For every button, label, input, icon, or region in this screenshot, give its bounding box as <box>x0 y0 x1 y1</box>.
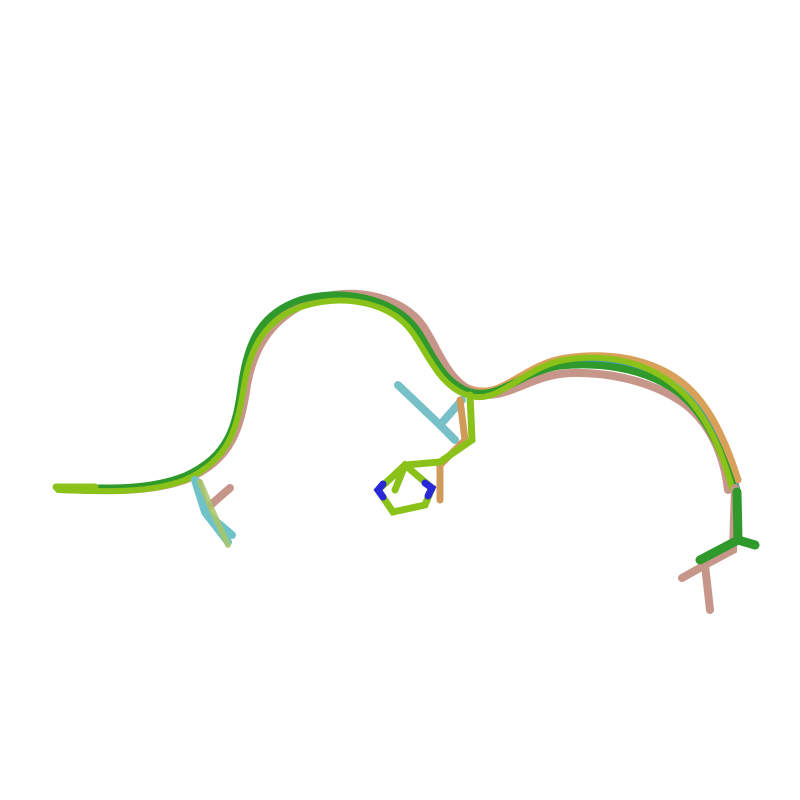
stick-mid-lime <box>391 391 476 494</box>
backbone-salmon <box>56 289 732 495</box>
backbone-tubes <box>54 289 742 496</box>
stick-mid-teal <box>394 381 466 444</box>
nitrogen-right <box>421 479 437 500</box>
backbone-teal <box>55 293 740 492</box>
residue-sticks-middle <box>373 381 476 516</box>
stick-right-green <box>695 487 760 565</box>
backbone-lime <box>55 297 735 495</box>
nitrogen-left <box>373 480 387 501</box>
stick-left-lime <box>197 479 231 548</box>
residue-sticks-left <box>191 476 236 548</box>
residue-sticks-right <box>678 484 760 614</box>
backbone-orange <box>56 292 742 492</box>
backbone-green <box>54 291 739 496</box>
nitrogen-atoms <box>373 479 437 501</box>
backbone-cyan <box>54 293 739 494</box>
